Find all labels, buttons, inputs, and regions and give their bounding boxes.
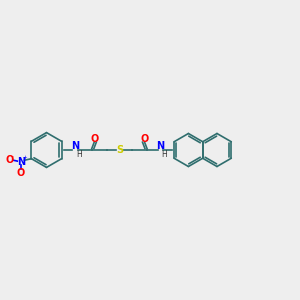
Text: O: O bbox=[140, 134, 149, 144]
Text: O: O bbox=[17, 168, 25, 178]
Text: -: - bbox=[12, 154, 14, 159]
Text: +: + bbox=[22, 155, 27, 160]
Text: N: N bbox=[71, 141, 80, 152]
Text: N: N bbox=[156, 141, 165, 152]
Text: H: H bbox=[161, 150, 167, 159]
Text: S: S bbox=[116, 145, 123, 155]
Text: H: H bbox=[76, 150, 82, 159]
Text: O: O bbox=[5, 155, 14, 165]
Text: O: O bbox=[90, 134, 98, 144]
Text: N: N bbox=[17, 157, 25, 167]
